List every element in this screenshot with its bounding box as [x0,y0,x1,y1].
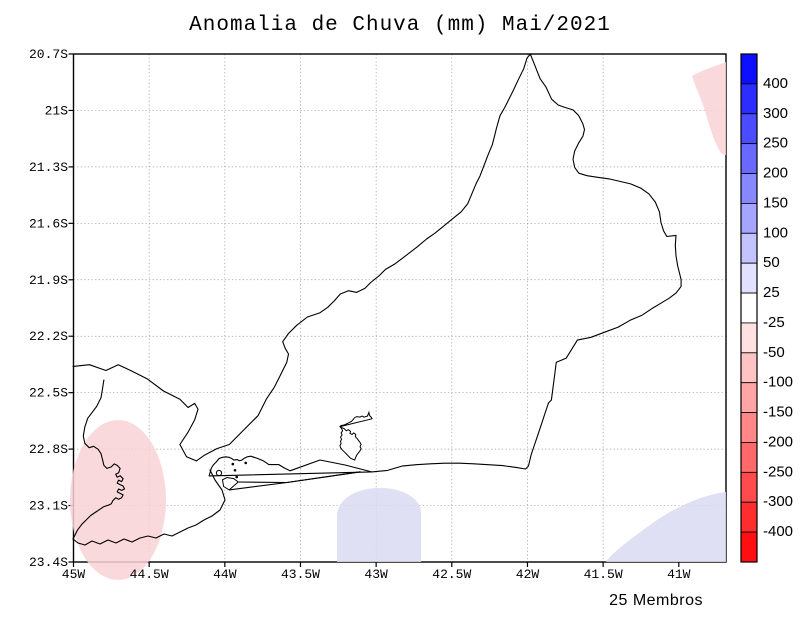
svg-text:300: 300 [763,105,788,122]
svg-text:21.9S: 21.9S [29,273,68,288]
svg-text:Anomalia de Chuva (mm) Mai/202: Anomalia de Chuva (mm) Mai/2021 [189,14,611,37]
svg-text:25: 25 [763,284,780,301]
svg-text:-200: -200 [763,433,793,450]
svg-text:25 Membros: 25 Membros [609,592,703,609]
svg-text:100: 100 [763,224,788,241]
svg-text:43W: 43W [364,567,388,582]
svg-text:22.8S: 22.8S [29,442,68,457]
svg-text:22.2S: 22.2S [29,329,68,344]
svg-text:250: 250 [763,135,788,152]
svg-text:21S: 21S [45,103,69,118]
svg-text:20.7S: 20.7S [29,47,68,62]
svg-text:400: 400 [763,75,788,92]
svg-text:42W: 42W [516,567,540,582]
svg-text:44.5W: 44.5W [130,567,169,582]
svg-text:-50: -50 [763,344,785,361]
svg-text:-300: -300 [763,493,793,510]
svg-text:23.1S: 23.1S [29,499,68,514]
svg-text:44W: 44W [213,567,237,582]
svg-text:-150: -150 [763,404,793,421]
svg-text:-25: -25 [763,314,785,331]
svg-text:43.5W: 43.5W [281,567,320,582]
svg-text:-100: -100 [763,374,793,391]
svg-text:-250: -250 [763,463,793,480]
svg-text:42.5W: 42.5W [432,567,471,582]
svg-text:200: 200 [763,165,788,182]
svg-text:21.3S: 21.3S [29,160,68,175]
svg-text:50: 50 [763,254,780,271]
svg-text:-400: -400 [763,523,793,540]
svg-text:21.6S: 21.6S [29,216,68,231]
svg-text:41W: 41W [667,567,691,582]
svg-text:23.4S: 23.4S [29,555,68,570]
svg-text:22.5S: 22.5S [29,386,68,401]
svg-text:41.5W: 41.5W [584,567,623,582]
svg-text:150: 150 [763,194,788,211]
